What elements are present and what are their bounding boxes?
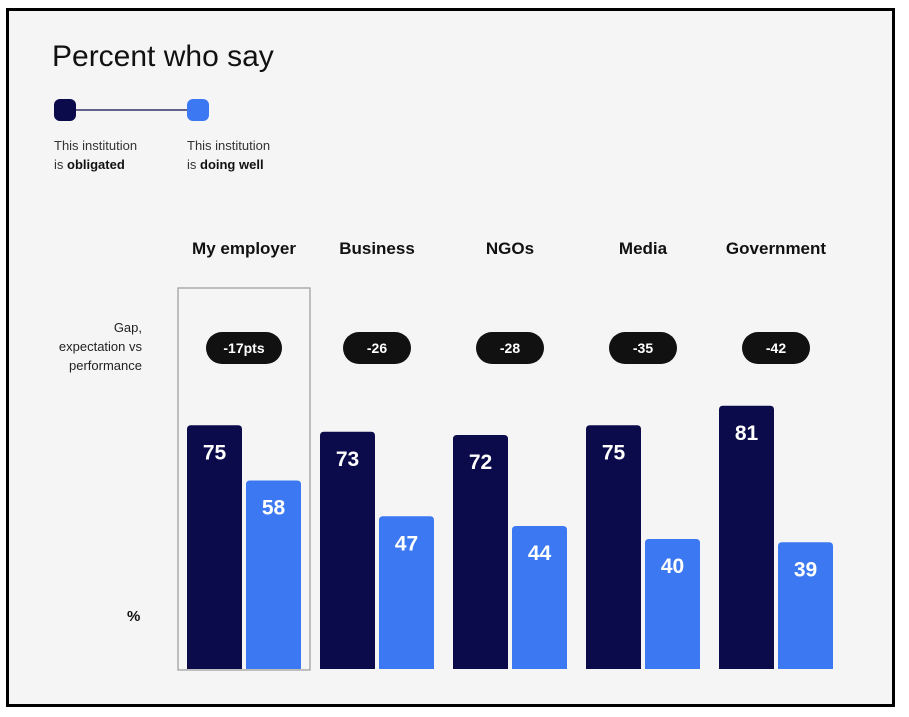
gap-pill-business [343,332,411,364]
legend-obligated-line2-plain: is [54,157,67,172]
bar-my-employer-doing-well [246,480,301,669]
value-label-business-doing-well: 47 [395,532,418,555]
value-label-my-employer-doing-well: 58 [262,497,286,520]
legend-obligated-line2: is obligated [54,157,125,172]
gap-label: Gap, expectation vs performance [59,320,143,373]
value-label-government-obligated: 81 [735,422,759,445]
value-label-ngos-doing-well: 44 [528,542,552,565]
legend-doing-well-line1: This institution [187,138,270,153]
category-label-media: Media [619,239,668,258]
unit-label: % [127,608,140,625]
gap-pill-media [609,332,677,364]
bar-government-obligated [719,405,774,669]
gap-label-line2: expectation vs [59,339,143,354]
bar-media-doing-well [645,539,700,669]
gap-value-my-employer: -17pts [223,340,264,356]
bar-business-obligated [320,431,375,669]
value-label-media-obligated: 75 [602,441,626,464]
bar-ngos-obligated [453,435,508,669]
bar-government-doing-well [778,542,833,669]
legend-doing-well-line2-bold: doing well [200,157,264,172]
legend-obligated-line2-bold: obligated [67,157,125,172]
legend-doing-well-line2: is doing well [187,157,264,172]
legend: This institution is obligated This insti… [54,99,270,172]
chart-columns: My employer -17pts 75 58 Business -26 73 47 NGOs… [187,239,833,669]
gap-value-government: -42 [766,340,786,356]
gap-pill-my-employer [206,332,282,364]
gap-label-line1: Gap, [114,320,142,335]
legend-swatch-obligated [54,99,76,121]
bar-business-doing-well [379,516,434,669]
category-label-government: Government [726,239,826,258]
value-label-media-doing-well: 40 [661,555,684,578]
gap-value-media: -35 [633,340,653,356]
value-label-ngos-obligated: 72 [469,451,492,474]
legend-swatch-doing-well [187,99,209,121]
category-label-ngos: NGOs [486,239,534,258]
legend-doing-well-line2-plain: is [187,157,200,172]
value-label-business-obligated: 73 [336,448,359,471]
gap-pill-ngos [476,332,544,364]
highlight-box [177,287,311,671]
value-label-government-doing-well: 39 [794,558,817,581]
bar-media-obligated [586,425,641,669]
category-label-my-employer: My employer [192,239,296,258]
bar-my-employer-obligated [187,425,242,669]
bar-ngos-doing-well [512,526,567,669]
legend-obligated-line1: This institution [54,138,137,153]
chart-title: Percent who say [52,40,274,73]
gap-pill-government [742,332,810,364]
gap-value-business: -26 [367,340,387,356]
category-label-business: Business [339,239,415,258]
value-label-my-employer-obligated: 75 [203,441,227,464]
gap-value-ngos: -28 [500,340,520,356]
gap-label-line3: performance [69,358,142,373]
